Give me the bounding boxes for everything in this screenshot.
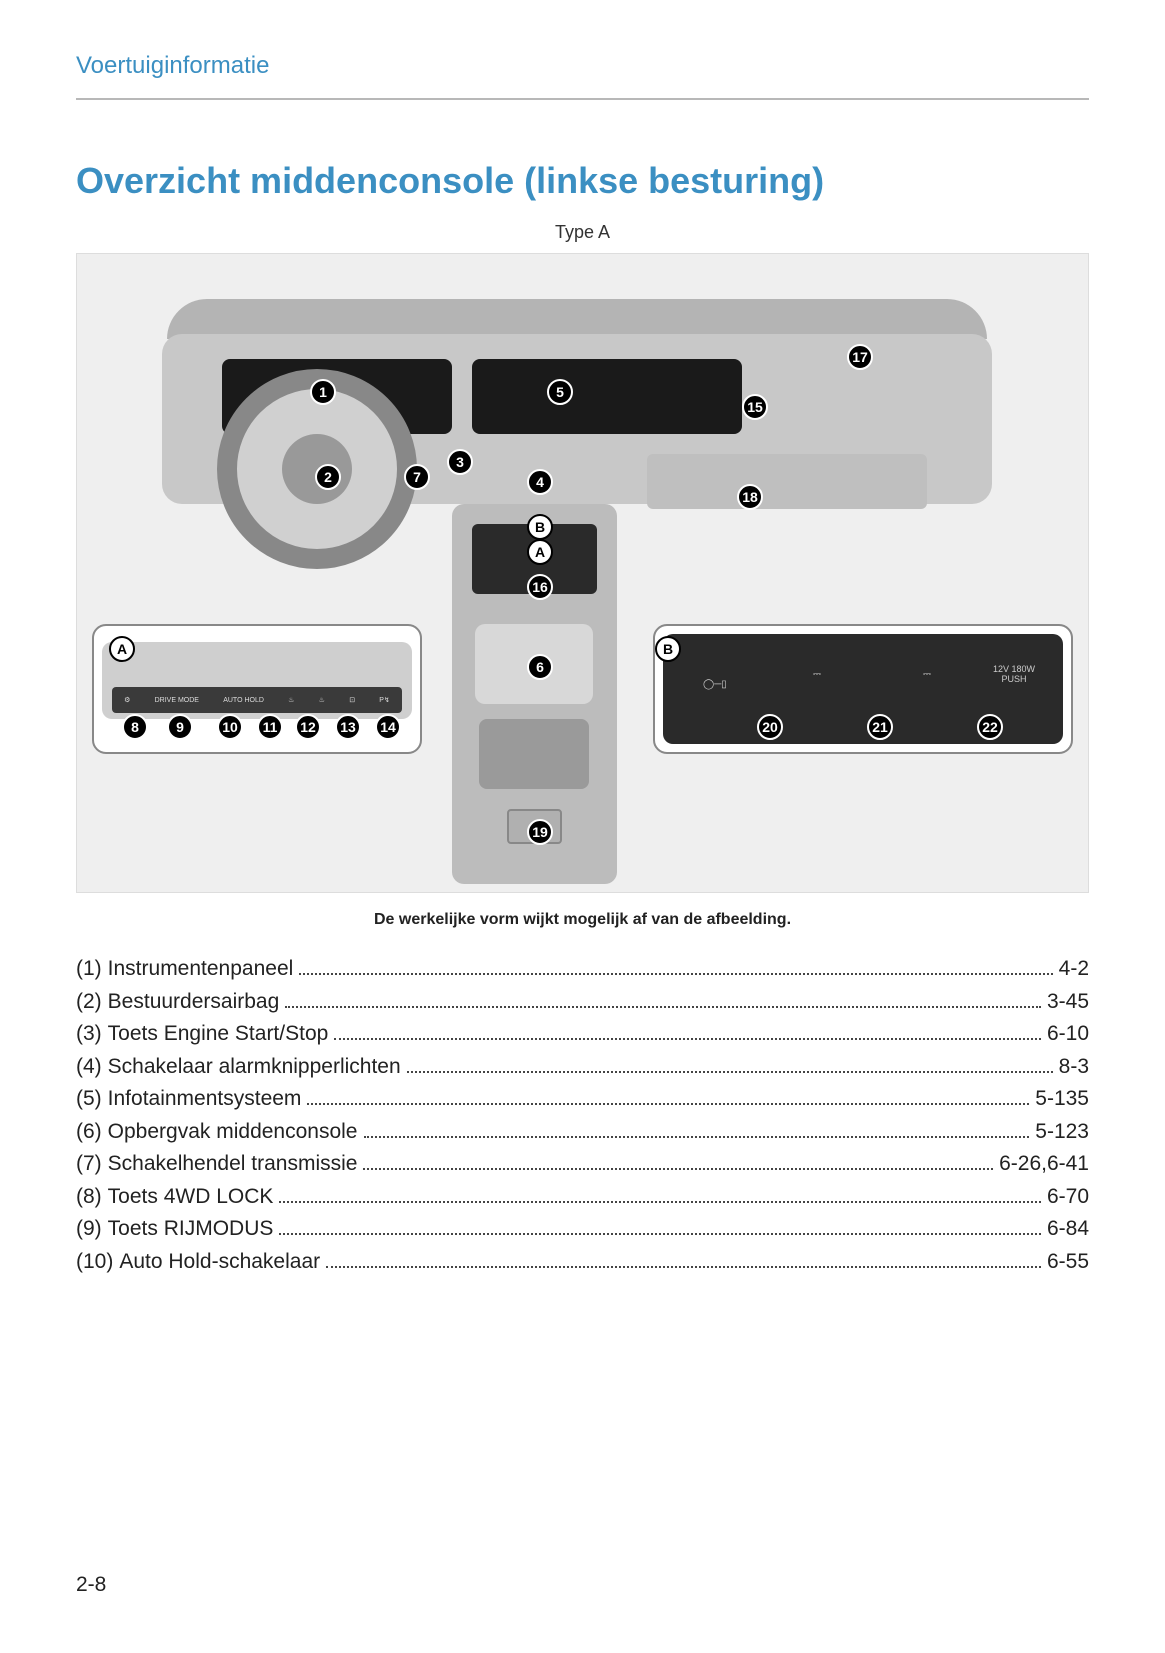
toc-row: (10) Auto Hold-schakelaar 6-55 — [76, 1246, 1089, 1279]
power-socket-label: 12V 180W PUSH — [993, 664, 1035, 684]
toc-page: 3-45 — [1047, 986, 1089, 1019]
callout-letter-A: A — [109, 636, 135, 662]
toc-num: (7) — [76, 1148, 102, 1181]
callout-21: 21 — [867, 714, 893, 740]
toc-dots — [407, 1071, 1053, 1073]
detail-panel-b-inner: ◯─▯ ⎓ ⎓ 12V 180W PUSH — [663, 634, 1063, 744]
toc-num: (10) — [76, 1246, 113, 1279]
detail-panel-b: ◯─▯ ⎓ ⎓ 12V 180W PUSH — [653, 624, 1073, 754]
header-rule — [76, 98, 1089, 100]
callout-9: 9 — [167, 714, 193, 740]
toc-page: 6-10 — [1047, 1018, 1089, 1051]
toc-dots — [279, 1201, 1041, 1203]
callout-12: 12 — [295, 714, 321, 740]
toc-num: (9) — [76, 1213, 102, 1246]
toc-num: (6) — [76, 1116, 102, 1149]
usb-icon: ⎓ — [923, 669, 931, 680]
toc-num: (8) — [76, 1181, 102, 1214]
infotainment-screen — [472, 359, 742, 434]
toc-label: Bestuurdersairbag — [102, 986, 280, 1019]
callout-16: 16 — [527, 574, 553, 600]
callout-letter-B: B — [655, 636, 681, 662]
toc-row: (3) Toets Engine Start/Stop 6-10 — [76, 1018, 1089, 1051]
toc-row: (8) Toets 4WD LOCK 6-70 — [76, 1181, 1089, 1214]
figure-caption: De werkelijke vorm wijkt mogelijk af van… — [76, 911, 1089, 929]
callout-18: 18 — [737, 484, 763, 510]
toc-label: Toets RIJMODUS — [102, 1213, 274, 1246]
toc-num: (5) — [76, 1083, 102, 1116]
toc-num: (2) — [76, 986, 102, 1019]
toc-label: Opbergvak middenconsole — [102, 1116, 358, 1149]
usb-icon: ⎓ — [813, 669, 821, 680]
toc-row: (1) Instrumentenpaneel 4-2 — [76, 953, 1089, 986]
console-diagram: ⚙DRIVE MODEAUTO HOLD♨♨⊡P↯ ◯─▯ ⎓ ⎓ 12V 18… — [76, 253, 1089, 893]
callout-19: 19 — [527, 819, 553, 845]
toc-row: (2) Bestuurdersairbag 3-45 — [76, 986, 1089, 1019]
button-strip: ⚙DRIVE MODEAUTO HOLD♨♨⊡P↯ — [112, 687, 402, 713]
toc-page: 4-2 — [1059, 953, 1089, 986]
toc-page: 6-55 — [1047, 1246, 1089, 1279]
toc-dots — [363, 1168, 993, 1170]
toc-dots — [279, 1233, 1041, 1235]
center-cupholder — [479, 719, 589, 789]
toc-dots — [334, 1038, 1041, 1040]
toc-row: (4) Schakelaar alarmknipperlichten 8-3 — [76, 1051, 1089, 1084]
callout-22: 22 — [977, 714, 1003, 740]
callout-2: 2 — [315, 464, 341, 490]
toc-row: (7) Schakelhendel transmissie 6-26,6-41 — [76, 1148, 1089, 1181]
toc-dots — [326, 1266, 1041, 1268]
page-number: 2-8 — [76, 1573, 106, 1597]
toc-page: 5-135 — [1035, 1083, 1089, 1116]
toc-page: 6-70 — [1047, 1181, 1089, 1214]
section-header: Voertuiginformatie — [76, 52, 1089, 80]
toc-dots — [364, 1136, 1030, 1138]
toc-label: Auto Hold-schakelaar — [113, 1246, 320, 1279]
callout-3: 3 — [447, 449, 473, 475]
toc-dots — [299, 973, 1052, 975]
callout-20: 20 — [757, 714, 783, 740]
toc-row: (9) Toets RIJMODUS 6-84 — [76, 1213, 1089, 1246]
toc-label: Schakelhendel transmissie — [102, 1148, 358, 1181]
toc-label: Toets Engine Start/Stop — [102, 1018, 329, 1051]
toc-row: (6) Opbergvak middenconsole 5-123 — [76, 1116, 1089, 1149]
callout-15: 15 — [742, 394, 768, 420]
toc-page: 5-123 — [1035, 1116, 1089, 1149]
callout-10: 10 — [217, 714, 243, 740]
callout-13: 13 — [335, 714, 361, 740]
toc-label: Schakelaar alarmknipperlichten — [102, 1051, 401, 1084]
toc-page: 6-84 — [1047, 1213, 1089, 1246]
callout-6: 6 — [527, 654, 553, 680]
callout-11: 11 — [257, 714, 283, 740]
callout-14: 14 — [375, 714, 401, 740]
callout-letter-A: A — [527, 539, 553, 565]
toc-list: (1) Instrumentenpaneel4-2(2) Bestuurders… — [76, 953, 1089, 1278]
toc-num: (4) — [76, 1051, 102, 1084]
toc-dots — [307, 1103, 1029, 1105]
callout-1: 1 — [310, 379, 336, 405]
callout-4: 4 — [527, 469, 553, 495]
wireless-charge-icon: ◯─▯ — [703, 679, 727, 690]
toc-row: (5) Infotainmentsysteem 5-135 — [76, 1083, 1089, 1116]
callout-5: 5 — [547, 379, 573, 405]
page-title: Overzicht middenconsole (linkse besturin… — [76, 160, 1089, 202]
callout-7: 7 — [404, 464, 430, 490]
callout-letter-B: B — [527, 514, 553, 540]
glovebox — [647, 454, 927, 509]
toc-dots — [285, 1006, 1041, 1008]
toc-page: 6-26,6-41 — [999, 1148, 1089, 1181]
toc-num: (3) — [76, 1018, 102, 1051]
dashboard-top — [167, 299, 987, 339]
callout-17: 17 — [847, 344, 873, 370]
detail-panel-a-inner: ⚙DRIVE MODEAUTO HOLD♨♨⊡P↯ — [102, 642, 412, 719]
toc-label: Instrumentenpaneel — [102, 953, 294, 986]
page: Voertuiginformatie Overzicht middenconso… — [0, 0, 1165, 1653]
toc-label: Infotainmentsysteem — [102, 1083, 302, 1116]
toc-num: (1) — [76, 953, 102, 986]
toc-label: Toets 4WD LOCK — [102, 1181, 274, 1214]
callout-8: 8 — [122, 714, 148, 740]
figure-type-label: Type A — [76, 222, 1089, 243]
toc-page: 8-3 — [1059, 1051, 1089, 1084]
